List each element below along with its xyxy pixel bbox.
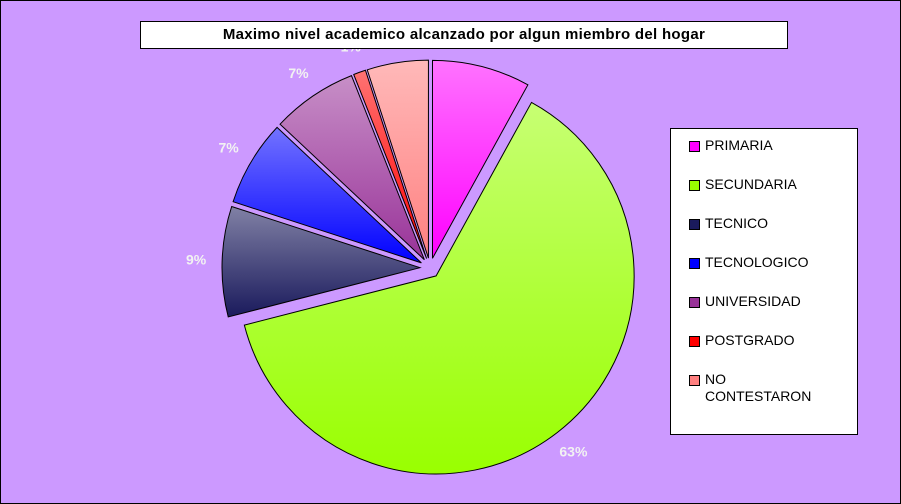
legend-label: UNIVERSIDAD — [705, 293, 801, 309]
data-label: 9% — [186, 251, 207, 267]
legend-item: POSTGRADO — [689, 332, 857, 349]
legend-swatch — [689, 180, 700, 191]
data-label: 63% — [559, 444, 588, 460]
slice — [221, 205, 422, 318]
legend-label: SECUNDARIA — [705, 176, 797, 192]
legend-label: POSTGRADO — [705, 332, 795, 348]
legend-label: NO CONTESTARON — [705, 371, 812, 404]
data-label: 7% — [288, 65, 309, 81]
legend-item: UNIVERSIDAD — [689, 293, 857, 310]
legend-label: TECNICO — [705, 215, 768, 231]
legend-item: NO CONTESTARON — [689, 371, 857, 405]
legend-swatch — [689, 336, 700, 347]
slice — [243, 101, 635, 475]
legend: PRIMARIA SECUNDARIA TECNICO TECNOLOGICO UNIV… — [670, 128, 858, 435]
legend-label: PRIMARIA — [705, 137, 773, 153]
legend-item: TECNOLOGICO — [689, 254, 857, 271]
legend-item: SECUNDARIA — [689, 176, 857, 193]
data-label: 7% — [218, 140, 239, 156]
legend-swatch — [689, 258, 700, 269]
slice — [279, 74, 425, 261]
legend-swatch — [689, 219, 700, 230]
legend-swatch — [689, 375, 700, 386]
slice — [431, 59, 529, 259]
legend-item: TECNICO — [689, 215, 857, 232]
legend-item: PRIMARIA — [689, 137, 857, 154]
slice — [353, 69, 428, 259]
legend-swatch — [689, 297, 700, 308]
slice — [366, 59, 429, 259]
legend-swatch — [689, 141, 700, 152]
slice — [232, 126, 422, 264]
chart-title: Maximo nivel academico alcanzado por alg… — [140, 21, 788, 49]
legend-label: TECNOLOGICO — [705, 254, 809, 270]
